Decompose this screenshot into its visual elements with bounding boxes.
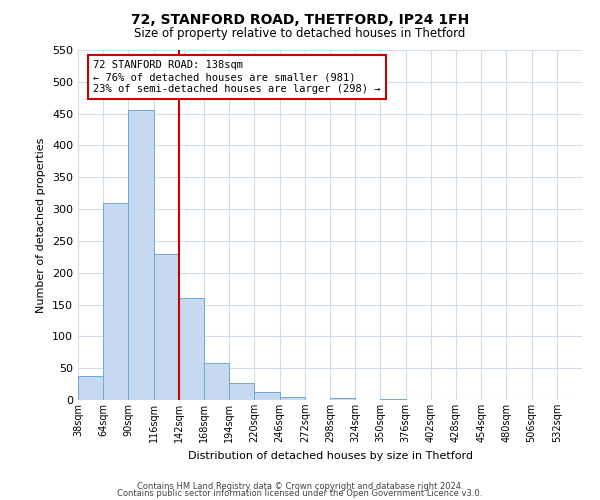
Text: Contains HM Land Registry data © Crown copyright and database right 2024.: Contains HM Land Registry data © Crown c…: [137, 482, 463, 491]
Text: Size of property relative to detached houses in Thetford: Size of property relative to detached ho…: [134, 28, 466, 40]
Bar: [254, 392, 280, 400]
Bar: [154, 254, 179, 400]
Bar: [204, 363, 229, 400]
Bar: [179, 298, 204, 400]
Text: 72, STANFORD ROAD, THETFORD, IP24 1FH: 72, STANFORD ROAD, THETFORD, IP24 1FH: [131, 12, 469, 26]
Bar: [280, 397, 305, 400]
Bar: [128, 110, 154, 400]
Bar: [330, 398, 355, 400]
Bar: [103, 202, 128, 400]
Y-axis label: Number of detached properties: Number of detached properties: [37, 138, 46, 312]
Text: Contains public sector information licensed under the Open Government Licence v3: Contains public sector information licen…: [118, 490, 482, 498]
Bar: [380, 398, 406, 400]
Text: 72 STANFORD ROAD: 138sqm
← 76% of detached houses are smaller (981)
23% of semi-: 72 STANFORD ROAD: 138sqm ← 76% of detach…: [93, 60, 380, 94]
Bar: [78, 376, 103, 400]
Bar: [229, 384, 254, 400]
X-axis label: Distribution of detached houses by size in Thetford: Distribution of detached houses by size …: [187, 450, 473, 460]
